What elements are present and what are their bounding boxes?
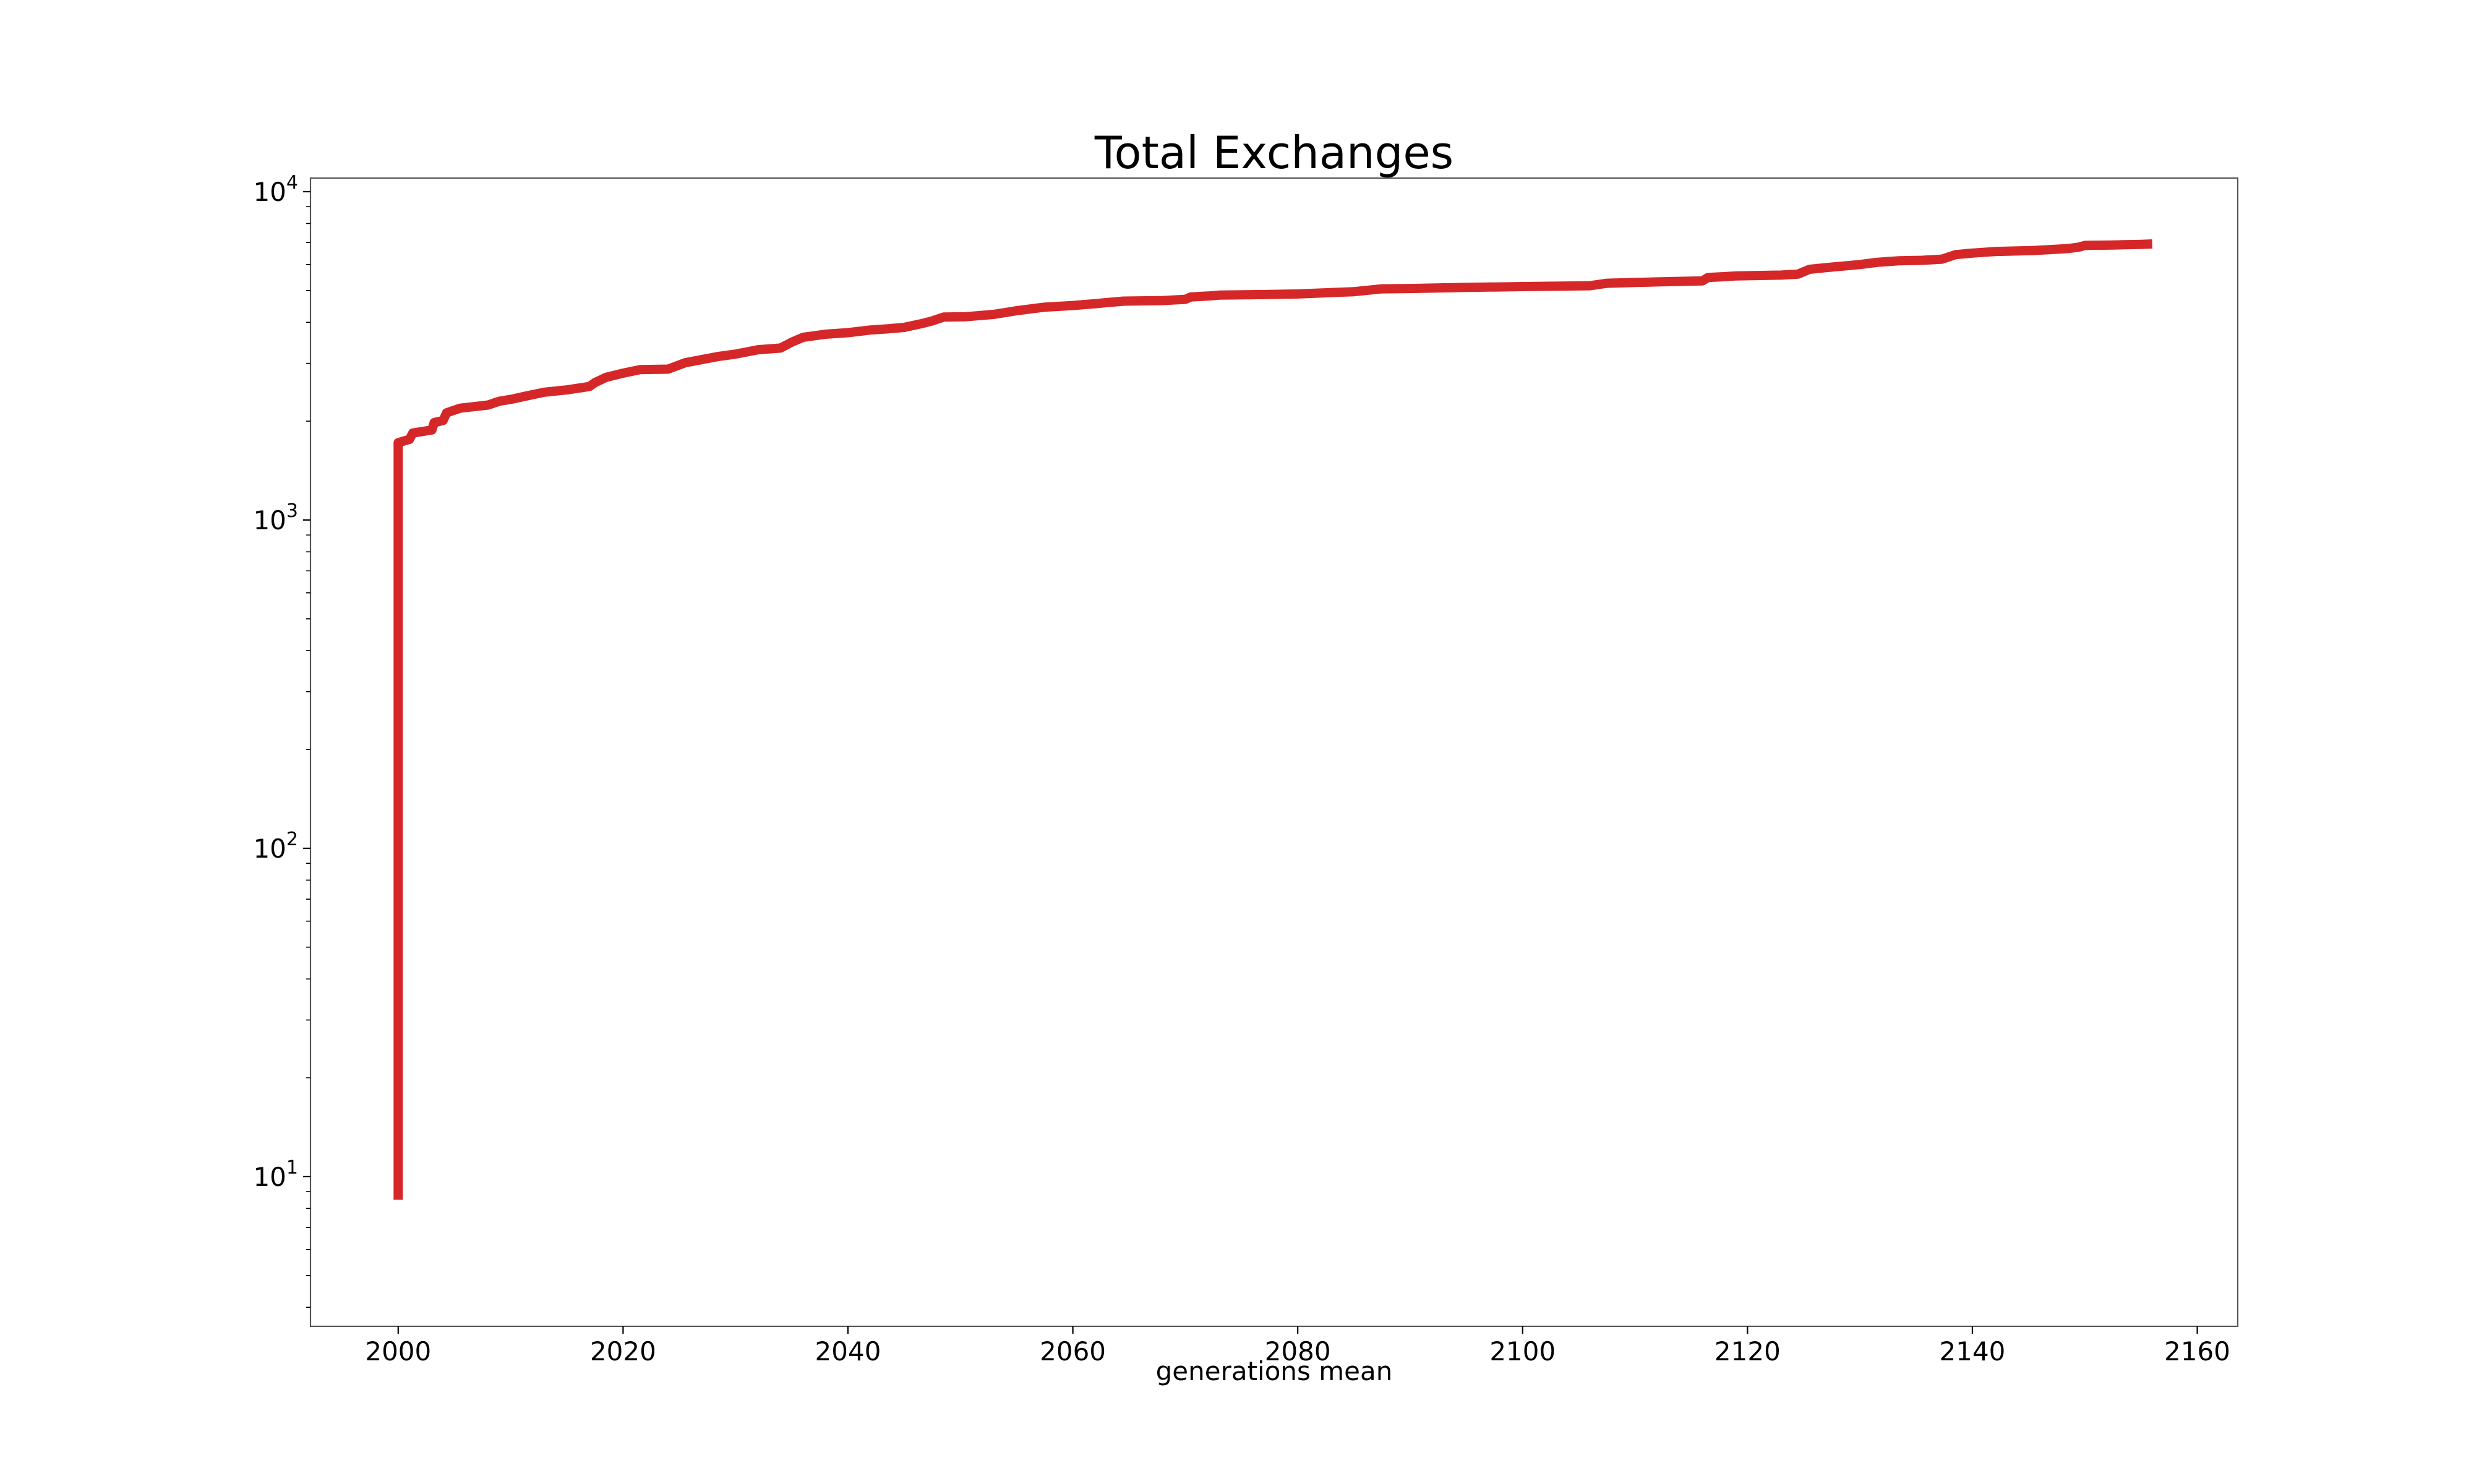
x-tick-label: 2120 — [1714, 1336, 1781, 1367]
x-tick-label: 2060 — [1040, 1336, 1106, 1367]
y-tick-label: 102 — [253, 829, 298, 864]
series-line — [393, 239, 2153, 1200]
x-tick-label: 2080 — [1265, 1336, 1331, 1367]
x-tick-label: 2000 — [365, 1336, 431, 1367]
y-tick-label: 104 — [253, 172, 298, 207]
y-tick-label: 101 — [253, 1157, 298, 1192]
chart-title: Total Exchanges — [1094, 127, 1453, 179]
x-tick-label: 2040 — [815, 1336, 881, 1367]
x-axis-label: generations mean — [1156, 1356, 1393, 1386]
x-tick-label: 2160 — [2164, 1336, 2230, 1367]
plot-frame — [309, 177, 2239, 1328]
x-tick-label: 2020 — [590, 1336, 656, 1367]
x-tick-label: 2140 — [1940, 1336, 2006, 1367]
x-tick-label: 2100 — [1489, 1336, 1556, 1367]
y-axis: 101 102 103 104 — [253, 172, 310, 1308]
x-axis: 2000 2020 2040 2060 2080 2100 2120 2140 2160 — [365, 1326, 2230, 1367]
series-layer — [393, 239, 2153, 1200]
y-tick-label: 103 — [253, 500, 298, 535]
